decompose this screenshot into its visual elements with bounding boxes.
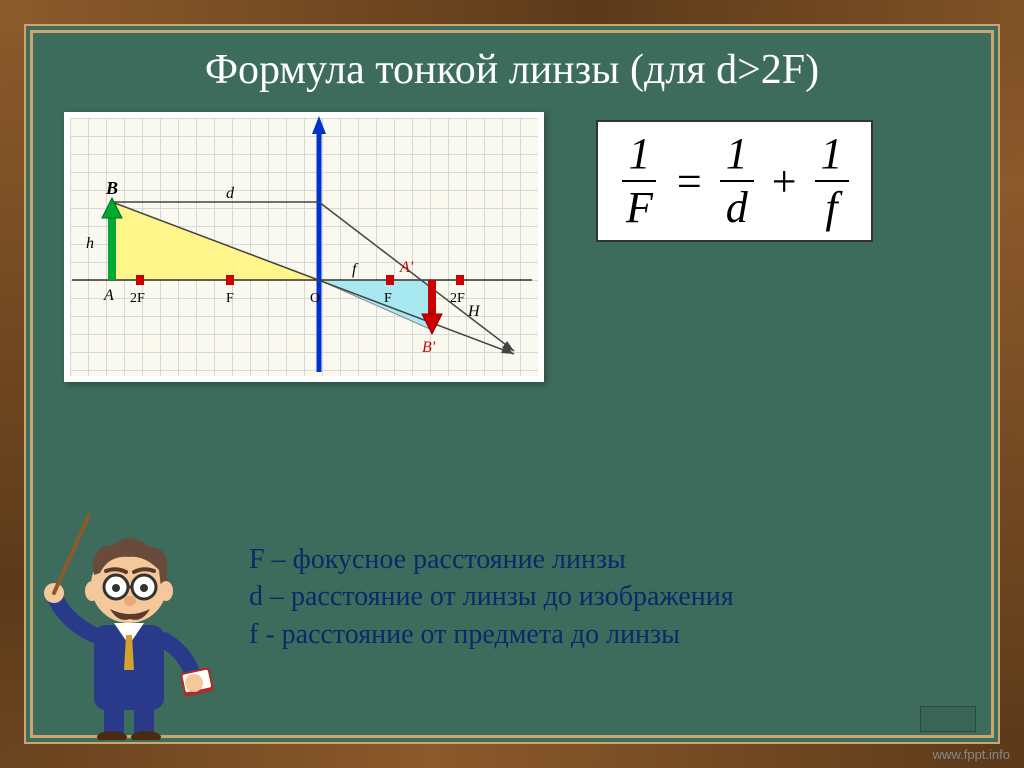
frac-d: 1 d <box>720 132 754 230</box>
lens-formula: 1 F = 1 d + 1 f <box>620 132 849 230</box>
tick-F-right: F <box>384 291 392 306</box>
frac-F: 1 F <box>620 132 659 230</box>
teacher-character <box>34 505 219 740</box>
label-A: A <box>103 287 114 304</box>
tick-F-left: F <box>226 291 234 306</box>
num-1c: 1 <box>815 132 849 182</box>
slide-title: Формула тонкой линзы (для d>2F) <box>34 46 990 94</box>
tick-2F-right: 2F <box>450 291 465 306</box>
top-row: B h A d f A' H B' 2F F O F 2F 1 F <box>34 112 990 382</box>
den-f: f <box>819 182 843 230</box>
label-f: f <box>352 261 359 278</box>
den-d: d <box>720 182 754 230</box>
label-B-prime: B' <box>422 339 436 356</box>
tick-O: O <box>310 291 320 306</box>
plus-sign: + <box>772 156 797 207</box>
num-1a: 1 <box>622 132 656 182</box>
image-triangle <box>319 280 432 330</box>
frac-f: 1 f <box>815 132 849 230</box>
footer-placeholder-box <box>920 706 976 732</box>
lens-arrowhead <box>312 116 326 134</box>
legend: F – фокусное расстояние линзы d – рассто… <box>249 541 734 654</box>
ray-refracted <box>319 202 514 351</box>
footer-link: www.fppt.info <box>933 747 1010 762</box>
diagram-svg: B h A d f A' H B' 2F F O F 2F <box>64 112 544 382</box>
label-h: h <box>86 235 94 252</box>
equals-sign: = <box>677 156 702 207</box>
label-A-prime: A' <box>399 259 414 276</box>
den-F: F <box>620 182 659 230</box>
lens-diagram: B h A d f A' H B' 2F F O F 2F <box>64 112 544 382</box>
tick-2F-left: 2F <box>130 291 145 306</box>
num-1b: 1 <box>720 132 754 182</box>
formula-box: 1 F = 1 d + 1 f <box>596 120 873 242</box>
legend-line-f: f - расстояние от предмета до линзы <box>249 616 734 654</box>
label-H: H <box>467 303 481 320</box>
label-d: d <box>226 185 235 202</box>
legend-line-F: F – фокусное расстояние линзы <box>249 541 734 579</box>
label-B: B <box>105 178 118 198</box>
legend-line-d: d – расстояние от линзы до изображения <box>249 578 734 616</box>
